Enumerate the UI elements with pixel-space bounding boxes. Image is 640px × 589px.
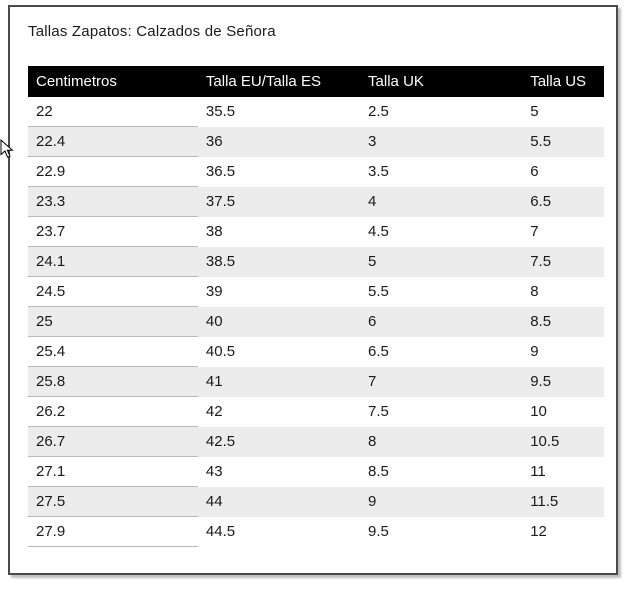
table-cell: 24.5: [28, 276, 198, 307]
table-cell: 22.9: [28, 156, 198, 187]
table-cell: 6: [368, 312, 377, 330]
table-cell: 3: [368, 132, 377, 150]
table-cell: 22.4: [28, 126, 198, 157]
table-cell: 5: [368, 252, 377, 270]
table-cell: 22: [28, 97, 198, 127]
table-cell: 44.5: [205, 522, 236, 540]
table-cell: 4: [368, 192, 377, 210]
table-cell: 38: [205, 222, 223, 240]
table-header-row: Centimetros Talla EU/Talla ES Talla UK Tall…: [28, 66, 604, 97]
table-row: 27.9 44.5 9.5 12: [28, 516, 604, 547]
table-cell: 10.5: [530, 432, 560, 450]
table-cell: 8: [530, 282, 539, 300]
column-header: Centimetros: [28, 66, 198, 97]
table-cell: 25.4: [28, 336, 198, 367]
table-cell: 9.5: [530, 372, 552, 390]
table-row: 22.4 36 3 5.5: [28, 126, 604, 157]
column-header: Talla US: [522, 66, 604, 97]
table-cell: 27.5: [28, 486, 198, 517]
table-row: 27.5 44 9 11.5: [28, 486, 604, 517]
table-row: 22 35.5 2.5 5: [28, 97, 604, 127]
table-cell: 7.5: [530, 252, 552, 270]
table-cell: 39: [205, 282, 223, 300]
table-cell: 40: [205, 312, 223, 330]
table-row: 24.5 39 5.5 8: [28, 276, 604, 307]
table-cell: 36.5: [205, 162, 236, 180]
table-cell: 27.1: [28, 456, 198, 487]
table-row: 24.1 38.5 5 7.5: [28, 246, 604, 277]
page-container: Tallas Zapatos: Calzados de Señora Centi…: [8, 5, 618, 575]
table-cell: 23.3: [28, 186, 198, 217]
table-cell: 7.5: [368, 402, 389, 420]
table-row: 25.8 41 7 9.5: [28, 366, 604, 397]
table-cell: 6: [530, 162, 539, 180]
table-cell: 35.5: [205, 102, 236, 120]
table-cell: 43: [205, 462, 223, 480]
table-row: 23.3 37.5 4 6.5: [28, 186, 604, 217]
table-cell: 11: [530, 462, 546, 480]
table-row: 26.2 42 7.5 10: [28, 396, 604, 427]
table-row: 27.1 43 8.5 11: [28, 456, 604, 487]
table-cell: 4.5: [368, 222, 389, 240]
table-row: 25 40 6 8.5: [28, 306, 604, 337]
table-cell: 9: [530, 342, 539, 360]
table-cell: 7: [368, 372, 377, 390]
table-cell: 26.7: [28, 426, 198, 457]
table-cell: 40.5: [205, 342, 236, 360]
table-cell: 7: [530, 222, 539, 240]
table-cell: 5.5: [530, 132, 552, 150]
table-cell: 26.2: [28, 396, 198, 427]
table-cell: 42.5: [205, 432, 236, 450]
table-cell: 3.5: [368, 162, 389, 180]
table-cell: 36: [205, 132, 223, 150]
table-cell: 25: [28, 306, 198, 337]
table-cell: 5: [530, 102, 539, 120]
table-cell: 12: [530, 522, 547, 540]
table-cell: 5.5: [368, 282, 389, 300]
table-cell: 8.5: [530, 312, 552, 330]
table-cell: 27.9: [28, 516, 198, 547]
table-cell: 37.5: [205, 192, 236, 210]
table-row: 25.4 40.5 6.5 9: [28, 336, 604, 367]
page-title: Tallas Zapatos: Calzados de Señora: [28, 23, 276, 40]
column-header: Talla EU/Talla ES: [197, 66, 361, 97]
table-cell: 44: [205, 492, 223, 510]
shoe-size-table: Centimetros Talla EU/Talla ES Talla UK Tall…: [28, 66, 604, 547]
table-cell: 10: [530, 402, 547, 420]
table-cell: 11.5: [530, 492, 559, 510]
table-cell: 6.5: [368, 342, 389, 360]
table-cell: 24.1: [28, 246, 198, 277]
table-row: 23.7 38 4.5 7: [28, 216, 604, 247]
table-cell: 6.5: [530, 192, 552, 210]
table-cell: 9.5: [368, 522, 389, 540]
table-cell: 38.5: [205, 252, 236, 270]
table-cell: 8.5: [368, 462, 389, 480]
table-body: 22 35.5 2.5 5 22.4 36 3 5.5 22.9 36.5 3.5 6 23.3 37.5…: [28, 97, 604, 547]
table-cell: 42: [205, 402, 223, 420]
table-row: 26.7 42.5 8 10.5: [28, 426, 604, 457]
table-cell: 2.5: [368, 102, 389, 120]
table-cell: 9: [368, 492, 377, 510]
column-header: Talla UK: [360, 66, 523, 97]
table-cell: 25.8: [28, 366, 198, 397]
table-cell: 23.7: [28, 216, 198, 247]
table-cell: 8: [368, 432, 377, 450]
table-row: 22.9 36.5 3.5 6: [28, 156, 604, 187]
table-cell: 41: [205, 372, 223, 390]
